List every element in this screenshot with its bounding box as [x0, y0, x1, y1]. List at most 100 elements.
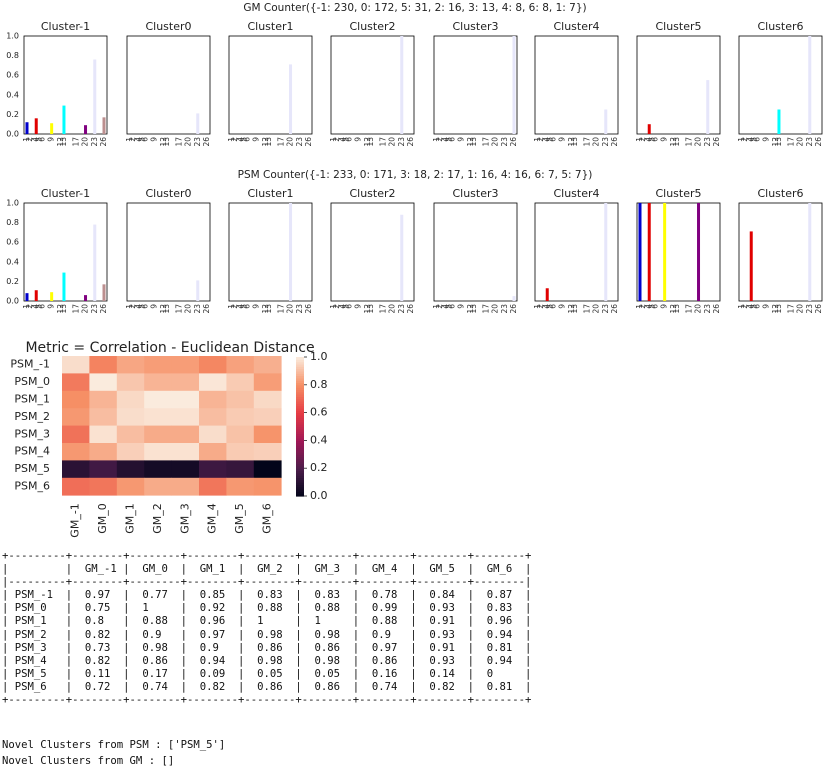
gm-xtick-label: 26 — [406, 137, 415, 147]
similarity-table: +---------+--------+--------+--------+--… — [2, 550, 532, 707]
heatmap-cell — [89, 390, 118, 409]
gm-panel-frame — [636, 35, 721, 135]
heatmap-cell — [144, 443, 172, 461]
heatmap-row-label: PSM_1 — [14, 393, 50, 406]
psm-xtick-label: 5 — [137, 304, 146, 309]
psm-xtick-label: 5 — [341, 304, 350, 309]
psm-bar — [289, 203, 293, 301]
colorbar-segment — [296, 421, 304, 425]
psm-xtick-label: 13 — [672, 304, 681, 314]
psm-xtick-label: 2 — [128, 304, 137, 309]
colorbar-segment — [296, 414, 304, 418]
psm-xtick-label: 12 — [669, 304, 678, 314]
heatmap-cell — [116, 373, 145, 392]
psm-panel-title: Cluster5 — [655, 187, 701, 200]
colorbar-segment — [296, 361, 304, 365]
heatmap-row-label: PSM_4 — [14, 445, 50, 458]
psm-panel-frame — [738, 202, 823, 302]
psm-panel-frame — [126, 202, 211, 302]
heatmap-cell — [144, 460, 172, 479]
psm-xtick-label: 13 — [59, 304, 68, 314]
heatmap-cell — [116, 443, 145, 461]
gm-xtick-label: 4 — [746, 137, 755, 142]
colorbar-segment — [296, 428, 304, 432]
psm-xtick-label: 5 — [239, 304, 248, 309]
colorbar-segment — [296, 486, 304, 490]
gm-panel-frame — [23, 35, 108, 135]
gm-xtick-label: 6 — [752, 137, 761, 142]
heatmap-cell — [253, 425, 282, 444]
colorbar-segment — [296, 394, 304, 397]
psm-xtick-label: 6 — [140, 304, 149, 309]
colorbar-segment — [296, 431, 304, 435]
heatmap-cell — [171, 373, 200, 392]
psm-super-title: PSM Counter({-1: 233, 0: 171, 3: 18, 2: … — [238, 169, 593, 181]
heatmap-cell — [171, 408, 200, 426]
gm-xtick-label: 1 — [432, 137, 441, 142]
heatmap-cell — [89, 408, 118, 426]
gm-panel-frame — [228, 35, 313, 135]
psm-xtick-label: 12 — [567, 304, 576, 314]
psm-xtick-label: 1 — [227, 304, 236, 309]
gm-panel-title: Cluster3 — [452, 20, 498, 33]
gm-xtick-label: 13 — [162, 137, 171, 147]
colorbar-segment — [296, 359, 304, 363]
heatmap-cell — [116, 460, 145, 479]
gm-xtick-label: 26 — [509, 137, 518, 147]
colorbar-segment — [296, 391, 304, 395]
psm-xtick-label: 20 — [491, 304, 500, 314]
gm-xtick-label: 23 — [397, 137, 406, 147]
gm-bar — [512, 36, 516, 134]
psm-xtick-label: 17 — [71, 304, 80, 314]
heatmap-cell — [62, 443, 90, 461]
gm-xtick-label: 5 — [137, 137, 146, 142]
gm-xtick-label: 1 — [125, 137, 134, 142]
gm-xtick-label: 17 — [786, 137, 795, 147]
heatmap-col-label: GM_5 — [233, 503, 246, 534]
gm-panel-title: Cluster5 — [655, 20, 701, 33]
psm-xtick-label: 5 — [545, 304, 554, 309]
gm-xtick-label: 13 — [264, 137, 273, 147]
heatmap-cell — [171, 443, 200, 461]
psm-xtick-label: 13 — [366, 304, 375, 314]
gm-xtick-label: 5 — [444, 137, 453, 142]
colorbar-segment — [296, 375, 304, 379]
psm-xtick-label: 12 — [159, 304, 168, 314]
heatmap-cell — [226, 460, 255, 479]
heatmap-cell — [226, 390, 255, 409]
psm-xtick-label: 1 — [635, 304, 644, 309]
heatmap-cell — [62, 477, 90, 496]
heatmap-row-label: PSM_-1 — [10, 358, 50, 371]
colorbar-segment — [296, 426, 304, 430]
psm-xtick-label: 2 — [230, 304, 239, 309]
colorbar-segment — [296, 419, 304, 423]
colorbar-segment — [296, 479, 304, 483]
gm-xtick-label: 23 — [500, 137, 509, 147]
heatmap-cell — [253, 477, 282, 496]
gm-bar — [604, 109, 608, 134]
colorbar-segment — [296, 370, 304, 374]
colorbar-segment — [296, 433, 304, 437]
gm-xtick-label: 12 — [466, 137, 475, 147]
heatmap-col-label: GM_3 — [178, 503, 191, 534]
gm-xtick-label: 2 — [230, 137, 239, 142]
heatmap-cell — [89, 443, 118, 461]
gm-ytick-label: 1.0 — [6, 32, 19, 41]
psm-xtick-label: 6 — [242, 304, 251, 309]
psm-xtick-label: 4 — [338, 304, 347, 309]
colorbar-segment — [296, 440, 304, 444]
colorbar-segment — [296, 454, 304, 458]
gm-xtick-label: 20 — [694, 137, 703, 147]
gm-panel-title: Cluster-1 — [41, 20, 90, 33]
gm-xtick-label: 26 — [202, 137, 211, 147]
gm-xtick-label: 4 — [31, 137, 40, 142]
psm-bar — [25, 293, 29, 301]
heatmap-col-label: GM_2 — [151, 503, 164, 534]
psm-ytick-label: 0.6 — [6, 238, 19, 247]
heatmap-cell — [89, 356, 118, 374]
psm-xtick-label: 17 — [786, 304, 795, 314]
gm-xtick-label: 6 — [548, 137, 557, 142]
colorbar-segment — [296, 493, 304, 497]
psm-bar — [62, 272, 66, 301]
psm-xtick-label: 23 — [90, 304, 99, 314]
